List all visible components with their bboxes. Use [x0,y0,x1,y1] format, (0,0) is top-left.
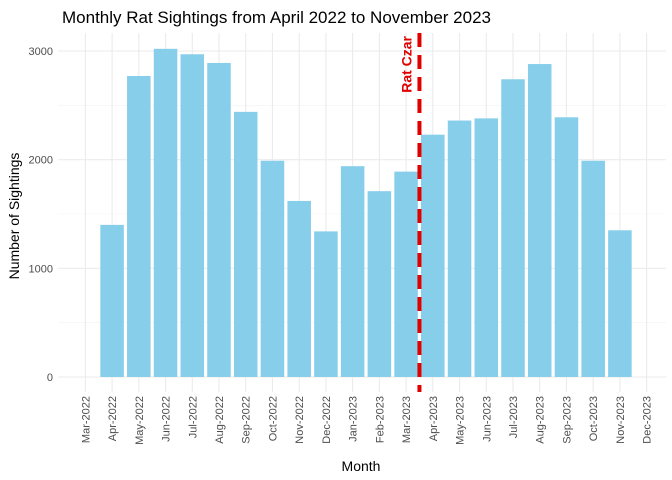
bar [287,200,311,377]
y-axis-ticks: 0 1000 2000 3000 [29,46,53,384]
x-tick-label: Mar-2022 [80,396,92,443]
bar [314,231,338,377]
x-tick-label: Oct-2023 [588,396,600,441]
bar [474,118,499,377]
x-tick-label: Feb-2023 [374,396,386,443]
bar [421,134,445,377]
x-tick-label: Dec-2022 [321,396,333,444]
x-tick-label: Mar-2023 [401,396,413,443]
annotation-label: Rat Czar [398,35,414,92]
x-tick-label: Aug-2022 [214,396,226,444]
bar [581,160,605,377]
x-tick-label: Sep-2023 [561,396,573,444]
x-tick-label: May-2022 [134,396,146,445]
x-tick-label: Apr-2022 [107,396,119,441]
x-tick-label: Jun-2022 [161,396,173,442]
y-tick-label: 1000 [29,263,53,275]
y-tick-label: 2000 [29,155,53,167]
x-tick-label: May-2023 [455,396,467,445]
x-tick-label: Jun-2023 [481,396,493,442]
x-tick-label: Sep-2022 [241,396,253,444]
bars [100,48,632,378]
x-tick-label: Dec-2023 [642,396,654,444]
bar [394,171,418,377]
bar [501,79,525,378]
x-tick-label: Jan-2023 [348,396,360,442]
x-tick-label: Nov-2022 [294,396,306,444]
x-axis-title: Month [342,458,381,474]
bar [340,166,365,377]
bar [153,48,178,378]
bar [367,191,392,377]
bar [608,230,632,377]
bar [180,54,205,377]
x-tick-label: Aug-2023 [535,396,547,444]
y-tick-label: 0 [47,372,53,384]
x-tick-label: Jul-2022 [187,396,199,438]
bar [207,62,231,377]
bar [233,111,258,377]
chart-title: Monthly Rat Sightings from April 2022 to… [62,8,491,27]
x-axis-ticks: Mar-2022 Apr-2022 May-2022 Jun-2022 Jul-2022… [80,396,653,445]
bar [554,117,579,377]
bar [527,64,552,377]
y-tick-label: 3000 [29,46,53,58]
x-tick-label: Jul-2023 [508,396,520,438]
annotation: Rat Czar [398,33,422,392]
bar [100,224,124,377]
bar [127,75,151,377]
x-tick-label: Apr-2023 [428,396,440,441]
y-axis-title: Number of Sightings [6,153,22,280]
x-tick-label: Nov-2023 [615,396,627,444]
bar [260,160,285,377]
bar [447,120,472,378]
x-tick-label: Oct-2022 [267,396,279,441]
